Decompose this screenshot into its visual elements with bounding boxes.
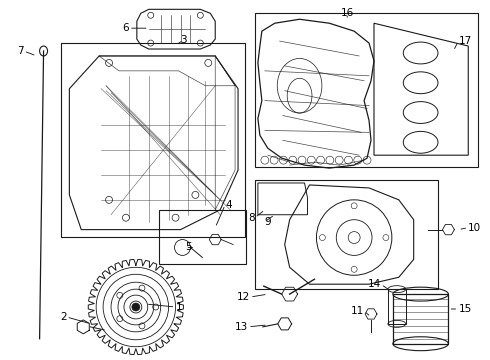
Text: 15: 15 (458, 304, 471, 314)
Bar (393, 294, 448, 344)
Text: 11: 11 (351, 306, 364, 316)
Text: 2: 2 (60, 312, 66, 322)
Bar (61, 43, 245, 237)
Text: 6: 6 (122, 23, 129, 33)
Text: 3: 3 (180, 35, 187, 45)
Bar (388, 289, 406, 324)
Text: 14: 14 (368, 279, 381, 289)
Text: 13: 13 (235, 322, 248, 332)
Bar (255, 180, 439, 289)
Text: 12: 12 (237, 292, 250, 302)
Text: 4: 4 (225, 200, 232, 210)
Bar (159, 210, 246, 264)
Text: 1: 1 (175, 302, 182, 312)
Text: 16: 16 (341, 8, 354, 18)
Text: 17: 17 (458, 36, 471, 46)
Text: 7: 7 (17, 46, 24, 56)
Text: 5: 5 (185, 243, 192, 252)
Text: 8: 8 (248, 213, 255, 223)
Bar (255, 13, 478, 167)
Text: 9: 9 (265, 217, 271, 227)
Text: 10: 10 (468, 222, 481, 233)
Circle shape (132, 303, 140, 311)
